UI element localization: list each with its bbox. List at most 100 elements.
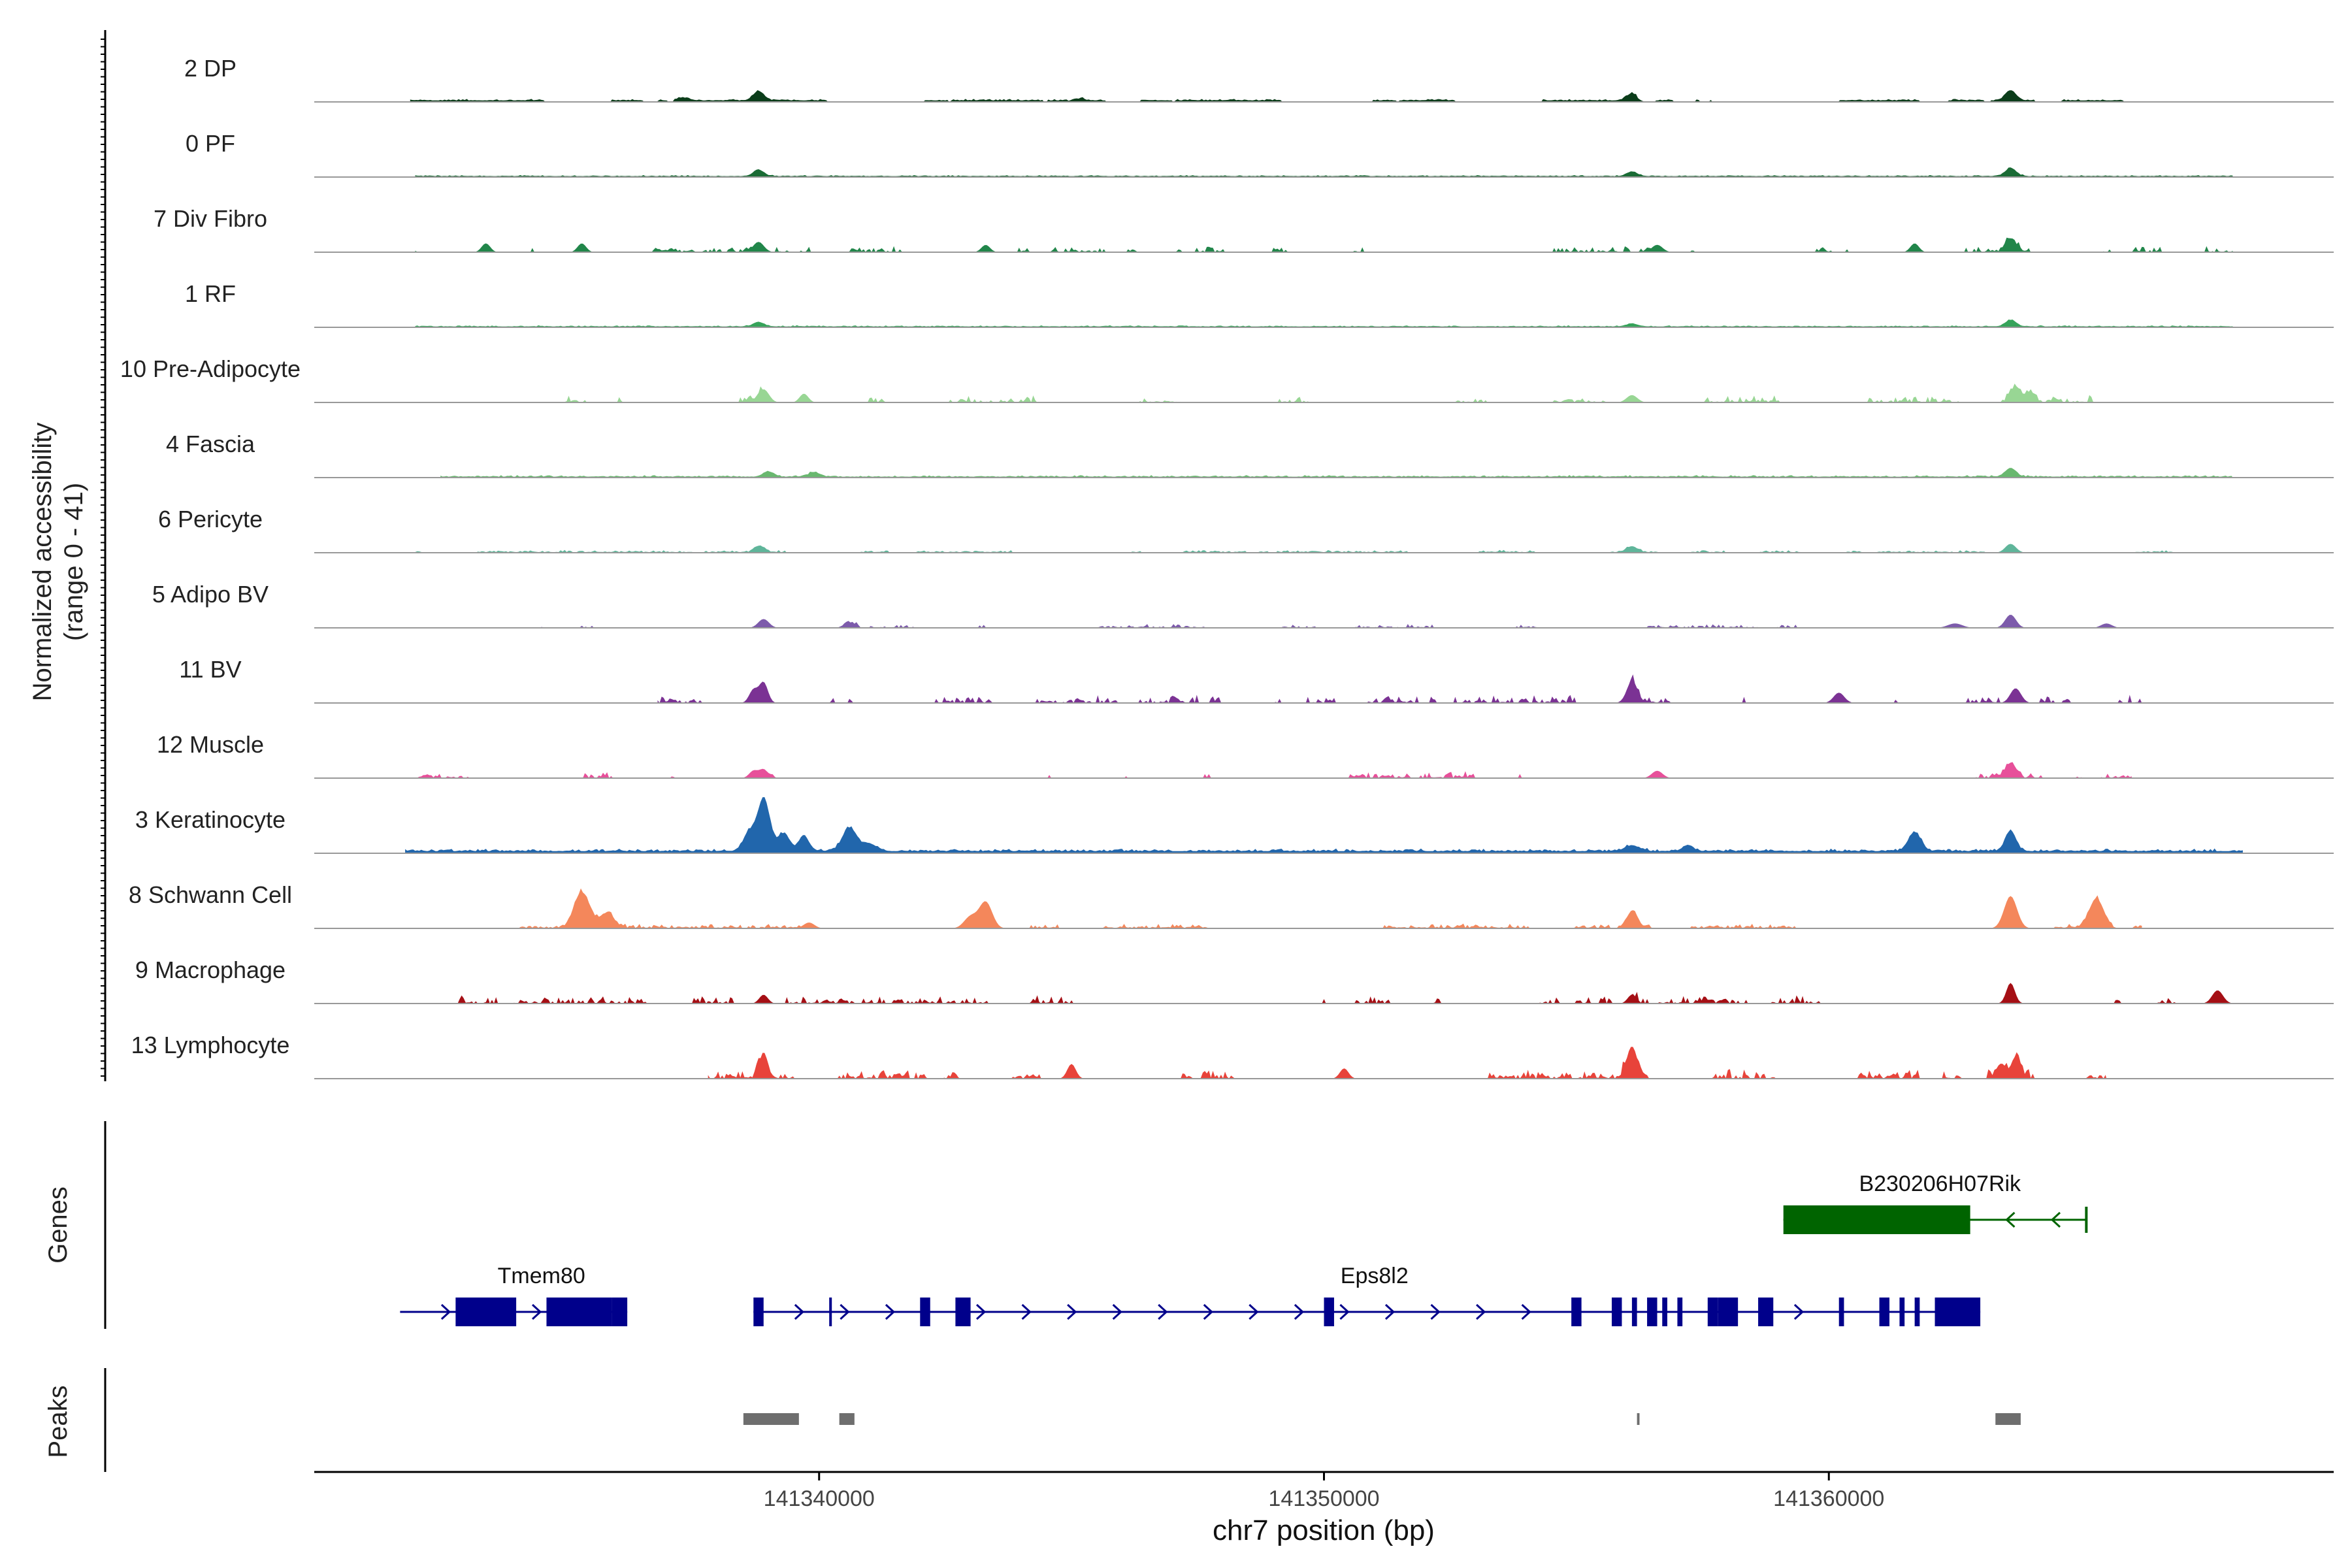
- track-5-adipo-bv: 5 Adipo BV: [152, 581, 2334, 629]
- strand-arrow: [1067, 1303, 1077, 1320]
- gene-exon: [1914, 1298, 1920, 1326]
- track-4-fascia: 4 Fascia: [166, 431, 2334, 478]
- track-12-muscle: 12 Muscle: [157, 731, 2334, 779]
- track-0-pf: 0 PF: [186, 130, 2334, 178]
- accessibility-area: [415, 319, 2233, 327]
- strand-arrow: [1203, 1303, 1213, 1320]
- accessibility-area: [657, 674, 2142, 703]
- gene-name-label: B230206H07Rik: [1859, 1171, 2021, 1196]
- gene-exon: [920, 1298, 930, 1326]
- gene-exon: [1758, 1298, 1774, 1326]
- track-label: 0 PF: [186, 130, 235, 157]
- track-9-macrophage: 9 Macrophage: [135, 956, 2334, 1004]
- strand-arrow: [531, 1303, 542, 1320]
- strand-arrow: [1384, 1303, 1396, 1320]
- x-axis-ticks: 141340000 141350000 141360000: [764, 1472, 1884, 1511]
- strand-arrow: [1294, 1303, 1305, 1320]
- peak-region: [839, 1413, 855, 1425]
- gene-exon: [612, 1298, 628, 1326]
- track-label: 2 DP: [184, 55, 237, 82]
- gene-exon: [955, 1298, 971, 1326]
- gene-exon: [455, 1298, 517, 1326]
- peak-region: [1637, 1413, 1640, 1425]
- strand-arrow: [840, 1303, 850, 1320]
- gene-exon: [1571, 1298, 1582, 1326]
- strand-arrow: [1521, 1303, 1531, 1320]
- track-13-lymphocyte: 13 Lymphocyte: [131, 1032, 2334, 1079]
- track-label: 3 Keratinocyte: [135, 806, 286, 833]
- strand-arrow: [1249, 1303, 1259, 1320]
- track-2-dp: 2 DP: [184, 55, 2334, 103]
- gene-exon: [753, 1298, 764, 1326]
- peak-region: [1995, 1413, 2021, 1425]
- gene-annotation-track: B230206H07Rik Tmem80 Eps8l2: [400, 1171, 2088, 1326]
- accessibility-area: [405, 797, 2243, 853]
- strand-arrow: [2050, 1211, 2061, 1228]
- strand-arrow: [1476, 1303, 1486, 1320]
- gene-exon: [1783, 1205, 1970, 1234]
- accessibility-area: [440, 468, 2233, 478]
- track-8-schwann-cell: 8 Schwann Cell: [129, 881, 2334, 929]
- strand-arrow: [885, 1303, 896, 1320]
- strand-arrow: [1430, 1303, 1441, 1320]
- track-label: 9 Macrophage: [135, 956, 286, 983]
- strand-arrow: [440, 1303, 451, 1320]
- strand-arrow: [1112, 1303, 1122, 1320]
- x-tick-label: 141350000: [1268, 1486, 1379, 1511]
- track-label: 7 Div Fibro: [154, 205, 267, 232]
- track-1-rf: 1 RF: [185, 280, 2334, 328]
- gene-exon: [1718, 1298, 1739, 1326]
- track-11-bv: 11 BV: [179, 656, 2334, 704]
- accessibility-area: [415, 983, 2243, 1004]
- gene-eps8l2: Eps8l2: [753, 1264, 1981, 1326]
- x-axis-title: chr7 position (bp): [1213, 1514, 1435, 1546]
- track-10-pre-adipocyte: 10 Pre-Adipocyte: [120, 355, 2334, 403]
- x-tick-label: 141340000: [764, 1486, 875, 1511]
- accessibility-area: [415, 544, 2233, 553]
- gene-exon: [1662, 1298, 1667, 1326]
- strand-arrow: [1793, 1303, 1805, 1320]
- track-6-pericyte: 6 Pericyte: [158, 506, 2334, 553]
- gene-name-label: Tmem80: [498, 1264, 585, 1288]
- peak-region: [743, 1413, 799, 1425]
- gene-exon: [546, 1298, 612, 1326]
- gene-exon: [1677, 1298, 1683, 1326]
- track-label: 4 Fascia: [166, 431, 255, 457]
- accessibility-area: [708, 1047, 2107, 1079]
- track-7-div-fibro: 7 Div Fibro: [154, 205, 2334, 253]
- accessibility-area: [465, 384, 2233, 402]
- strand-arrow: [1158, 1303, 1168, 1320]
- gene-name-label: Eps8l2: [1341, 1264, 1409, 1288]
- gene-exon: [1324, 1298, 1334, 1326]
- accessibility-area: [541, 615, 2132, 628]
- gene-exon: [1935, 1298, 1981, 1326]
- peaks-axis-label: Peaks: [44, 1385, 73, 1458]
- track-label: 12 Muscle: [157, 731, 264, 758]
- gene-exon: [1838, 1298, 1844, 1326]
- peaks-track: [743, 1413, 2021, 1425]
- track-label: 8 Schwann Cell: [129, 881, 292, 908]
- accessibility-area: [415, 762, 2132, 778]
- strand-arrow: [794, 1303, 805, 1320]
- coverage-tracks: 2 DP 0 PF 7 Div Fibro 1 RF 10 Pre-Adipocyte 4…: [120, 55, 2334, 1079]
- genes-axis-label: Genes: [44, 1186, 73, 1264]
- strand-arrow: [976, 1303, 987, 1320]
- gene-exon: [829, 1298, 832, 1326]
- gene-exon: [1611, 1298, 1622, 1326]
- track-label: 1 RF: [185, 280, 236, 307]
- x-tick-label: 141360000: [1773, 1486, 1884, 1511]
- strand-arrow: [1021, 1303, 1032, 1320]
- y-axis-range: (range 0 - 41): [59, 483, 88, 641]
- track-3-keratinocyte: 3 Keratinocyte: [135, 797, 2334, 854]
- accessibility-y-axis: [101, 30, 106, 1081]
- gene-exon: [1647, 1298, 1658, 1326]
- gene-exon: [1707, 1298, 1718, 1326]
- track-label: 11 BV: [179, 656, 241, 683]
- track-label: 6 Pericyte: [158, 506, 263, 532]
- strand-arrow: [1339, 1303, 1350, 1320]
- accessibility-area: [410, 90, 2233, 102]
- accessibility-area: [415, 237, 2233, 252]
- gene-tmem80: Tmem80: [400, 1264, 628, 1326]
- track-label: 13 Lymphocyte: [131, 1032, 290, 1058]
